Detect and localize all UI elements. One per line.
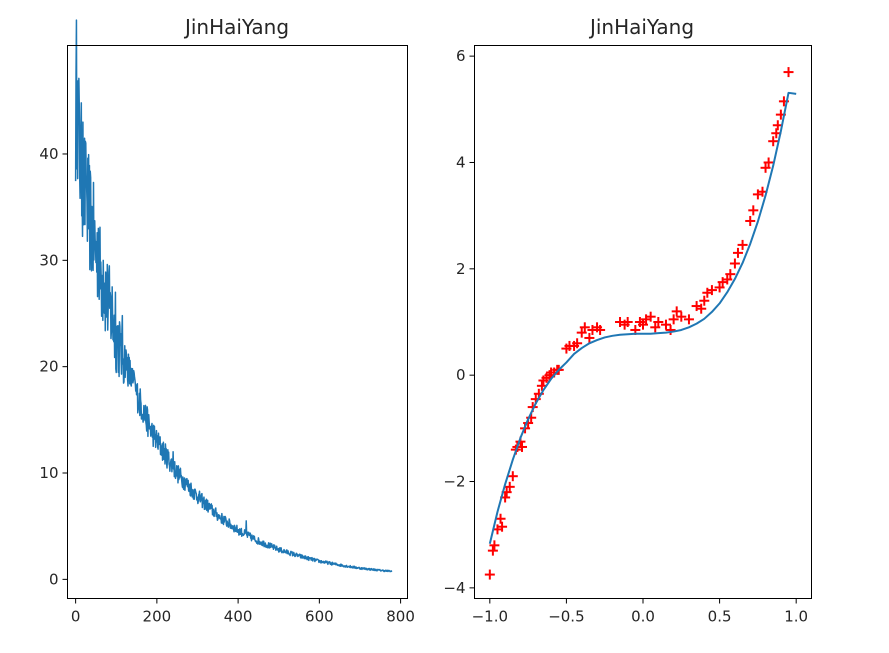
x-tick-label: −1.0 xyxy=(472,608,508,626)
left-subplot: JinHaiYang 0 200 400 600 800 0 10 20 30 40 xyxy=(39,15,415,626)
y-tick-label: −2 xyxy=(443,473,465,491)
scatter-point xyxy=(579,322,590,333)
left-chart-title: JinHaiYang xyxy=(183,15,289,39)
y-tick-label: 30 xyxy=(39,251,58,269)
scatter-point xyxy=(696,303,707,314)
scatter-point xyxy=(745,215,756,226)
scatter-point xyxy=(748,205,759,216)
x-tick-label: 800 xyxy=(386,608,415,626)
scatter-point xyxy=(576,327,587,338)
scatter-point xyxy=(665,324,676,335)
scatter-point xyxy=(683,314,694,325)
scatter-point xyxy=(650,322,661,333)
y-tick-label: 20 xyxy=(39,358,58,376)
y-tick-label: 6 xyxy=(456,47,466,65)
scatter-point xyxy=(729,258,740,269)
loss-line xyxy=(74,19,393,573)
scatter-point xyxy=(699,295,710,306)
scatter-point xyxy=(737,239,748,250)
scatter-point xyxy=(497,521,508,532)
right-x-ticks: −1.0 −0.5 0.0 0.5 1.0 xyxy=(472,598,808,626)
scatter-point xyxy=(504,481,515,492)
scatter-point xyxy=(622,317,633,327)
y-tick-label: 4 xyxy=(456,153,466,171)
left-x-ticks: 0 200 400 600 800 xyxy=(71,598,415,626)
right-plot-area xyxy=(484,67,797,580)
x-tick-label: 200 xyxy=(143,608,172,626)
scatter-point xyxy=(487,545,498,556)
scatter-point xyxy=(722,274,733,285)
x-tick-label: 0.5 xyxy=(708,608,732,626)
scatter-point xyxy=(676,311,687,322)
scatter-points xyxy=(484,67,794,580)
scatter-point xyxy=(671,306,682,317)
right-y-ticks: −4 −2 0 2 4 6 xyxy=(443,47,475,597)
scatter-point xyxy=(763,157,774,168)
scatter-point xyxy=(725,269,736,280)
right-axes-frame xyxy=(474,45,812,599)
y-tick-label: −4 xyxy=(443,579,465,597)
scatter-point xyxy=(706,285,717,296)
scatter-point xyxy=(638,319,648,330)
scatter-point xyxy=(572,338,583,349)
scatter-point xyxy=(584,332,595,343)
scatter-point xyxy=(595,324,606,335)
scatter-point xyxy=(484,569,495,580)
x-tick-label: 0.0 xyxy=(631,608,655,626)
scatter-point xyxy=(732,247,743,258)
y-tick-label: 40 xyxy=(39,145,58,163)
x-tick-label: 600 xyxy=(305,608,334,626)
x-tick-label: 0 xyxy=(71,608,81,626)
y-tick-label: 10 xyxy=(39,464,58,482)
scatter-point xyxy=(660,319,671,330)
x-tick-label: 1.0 xyxy=(784,608,808,626)
left-axes-frame xyxy=(67,45,408,599)
right-subplot: JinHaiYang −1.0 −0.5 0.0 0.5 1.0 −4 −2 0 2 4 6 xyxy=(443,15,812,626)
x-tick-label: 400 xyxy=(224,608,253,626)
x-tick-label: −0.5 xyxy=(548,608,584,626)
fit-curve xyxy=(488,91,797,544)
scatter-point xyxy=(507,471,518,482)
y-tick-label: 0 xyxy=(456,366,466,384)
left-y-ticks: 0 10 20 30 40 xyxy=(39,145,68,588)
scatter-point xyxy=(516,441,527,452)
scatter-point xyxy=(495,513,506,524)
scatter-point xyxy=(489,540,500,551)
y-tick-label: 0 xyxy=(49,570,59,588)
scatter-point xyxy=(768,136,779,147)
right-chart-title: JinHaiYang xyxy=(588,15,694,39)
scatter-point xyxy=(760,162,771,173)
scatter-point xyxy=(668,314,679,325)
scatter-point xyxy=(783,67,794,78)
y-tick-label: 2 xyxy=(456,260,466,278)
scatter-point xyxy=(645,311,656,322)
scatter-point xyxy=(714,282,725,293)
scatter-point xyxy=(653,317,664,327)
left-plot-area xyxy=(74,19,393,573)
